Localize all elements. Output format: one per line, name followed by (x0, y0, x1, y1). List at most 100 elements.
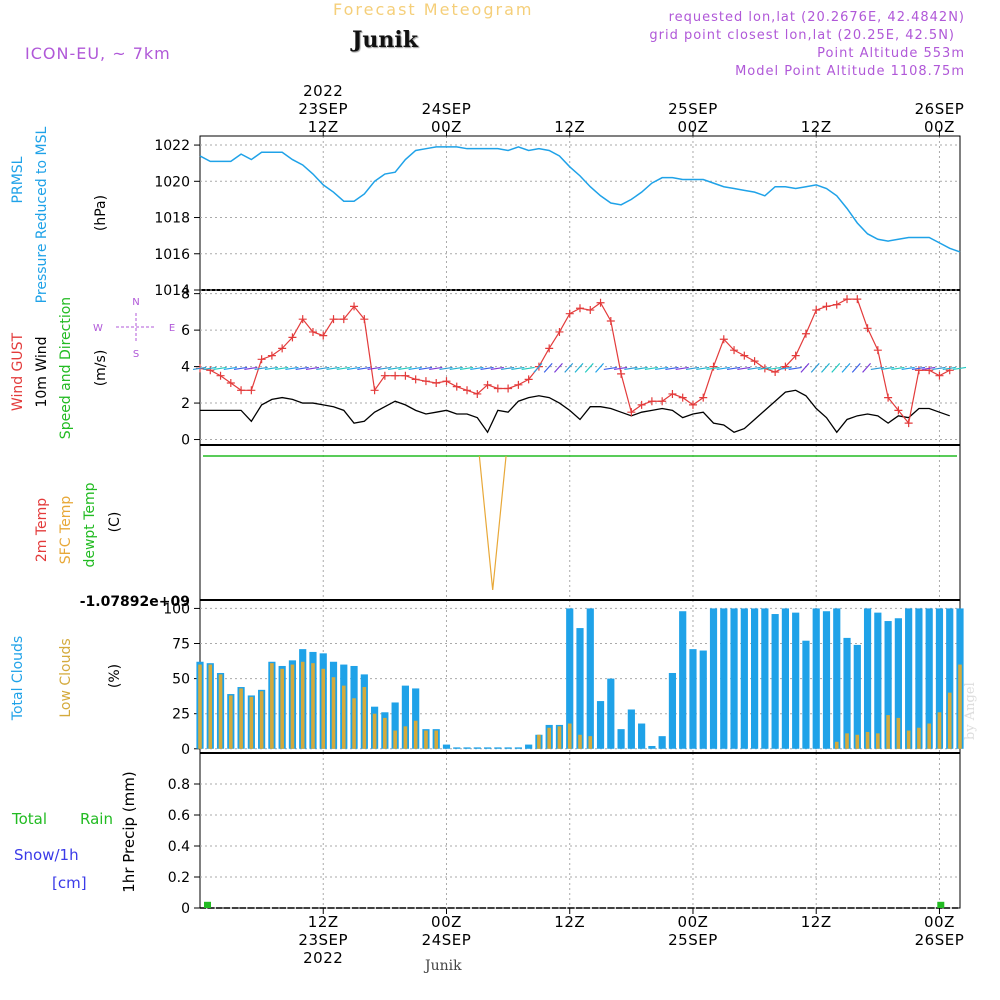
wind-gust-point (545, 344, 554, 353)
wind-direction-arrow (747, 366, 761, 371)
wind-direction-arrow (213, 366, 227, 371)
wind-direction-arrow (418, 366, 433, 371)
value-tick-label: 6 (181, 323, 190, 339)
wind-direction-arrow (480, 366, 494, 371)
total-cloud-bar (401, 685, 409, 749)
low-cloud-bar (557, 726, 562, 749)
low-cloud-bar (537, 734, 541, 749)
wind-gust-point (740, 351, 749, 360)
wind-direction-arrow (459, 366, 474, 371)
wind-direction-arrow (346, 366, 361, 371)
total-cloud-bar (689, 649, 697, 749)
location-title: Junik (352, 27, 418, 53)
low-cloud-bar (300, 661, 305, 749)
total-cloud-bar (915, 608, 923, 749)
total-cloud-bar (483, 747, 492, 749)
temp-sfc-label: SFC Temp (58, 496, 74, 565)
wind-gust-point (514, 380, 523, 389)
total-cloud-bar (494, 747, 502, 749)
low-cloud-bar (290, 664, 295, 749)
wind-gust-point (370, 386, 379, 395)
total-cloud-bar (751, 608, 759, 749)
wind-direction-arrow (254, 366, 268, 371)
wind-direction-arrow (377, 366, 391, 371)
wind-unit: (m/s) (93, 350, 109, 387)
wind-direction-arrow (932, 366, 946, 371)
total-cloud-bar (525, 744, 533, 749)
panel-frame (199, 135, 961, 291)
low-cloud-bar (331, 677, 336, 749)
low-cloud-bar (413, 720, 418, 749)
low-cloud-bar (208, 664, 213, 749)
wind-direction-arrow (862, 363, 872, 373)
wind-direction-arrow (831, 363, 841, 373)
wind-direction-arrow (821, 363, 830, 373)
wind-direction-arrow (564, 363, 574, 373)
value-tick-label: 0.2 (168, 870, 190, 886)
low-cloud-bar (896, 717, 901, 749)
wind-gust-point (730, 346, 739, 355)
wind-direction-arrow (264, 366, 278, 371)
total-cloud-bar (833, 608, 841, 749)
wind-gust-point (524, 375, 533, 384)
wind-direction-arrow (233, 366, 248, 371)
low-cloud-bar (886, 715, 890, 749)
panel-frame (199, 444, 961, 601)
wind-gust-point (658, 397, 667, 406)
bottom-time-label: 23SEP (298, 931, 348, 949)
total-cloud-bar (781, 608, 789, 749)
compass-north: N (132, 297, 139, 308)
total-cloud-bar (812, 608, 820, 749)
grid-point-coords: grid point closest lon,lat (20.25E, 42.5… (649, 28, 955, 43)
wind-direction-arrow (778, 366, 792, 371)
wind-direction-arrow (942, 366, 956, 371)
wind-gust-point (483, 380, 492, 389)
wind-gust-point (237, 386, 246, 395)
wind-direction-arrow (800, 363, 810, 373)
wind-gust-point (350, 302, 359, 311)
low-cloud-bar (311, 663, 315, 749)
wind-gust-point (452, 382, 461, 391)
low-cloud-bar (865, 731, 870, 749)
wind-direction-arrow (574, 363, 584, 373)
top-time-label: 00Z (431, 118, 462, 136)
wind-gust-point (298, 315, 307, 324)
wind-direction-arrow (810, 363, 820, 373)
value-tick-label: 4 (181, 360, 190, 376)
top-time-label: 12Z (801, 118, 832, 136)
value-tick-label: 1022 (154, 138, 190, 154)
pressure-sublabel: Pressure Reduced to MSL (34, 126, 50, 303)
wind-gust-point (781, 362, 790, 371)
top-time-label: 23SEP (298, 100, 348, 118)
wind-gust-point (617, 369, 626, 378)
low-cloud-bar (270, 663, 274, 749)
compass-east: E (169, 323, 175, 334)
wind-gust-point (832, 300, 841, 309)
wind-gust-point (247, 386, 256, 395)
low-cloud-bar (218, 674, 223, 749)
wind-gust-point (319, 331, 328, 340)
wind-direction-arrow (706, 366, 720, 371)
wind-gust-point (935, 371, 944, 380)
wind-gust-point (914, 366, 923, 375)
total-cloud-bar (627, 709, 635, 749)
total-cloud-bar (504, 747, 512, 749)
total-cloud-bar (463, 747, 471, 749)
wind-direction-label: Speed and Direction (58, 297, 74, 439)
total-cloud-bar (925, 608, 933, 749)
low-cloud-bar (947, 692, 952, 749)
wind-direction-arrow (665, 366, 679, 371)
wind-direction-arrow (716, 366, 730, 371)
wind-gust-point (463, 386, 472, 395)
wind-direction-arrow (336, 366, 350, 371)
pressure-unit: (hPa) (93, 195, 109, 231)
wind-direction-arrow (726, 366, 741, 371)
total-label: Total (11, 810, 47, 828)
total-cloud-bar (740, 608, 748, 749)
wind-direction-arrow (603, 366, 617, 371)
total-cloud-bar (709, 608, 718, 749)
low-cloud-bar (383, 717, 387, 749)
bottom-time-label: 2022 (303, 949, 343, 967)
credit-watermark: by Angel (963, 682, 978, 740)
wind-gust-point (565, 309, 574, 318)
